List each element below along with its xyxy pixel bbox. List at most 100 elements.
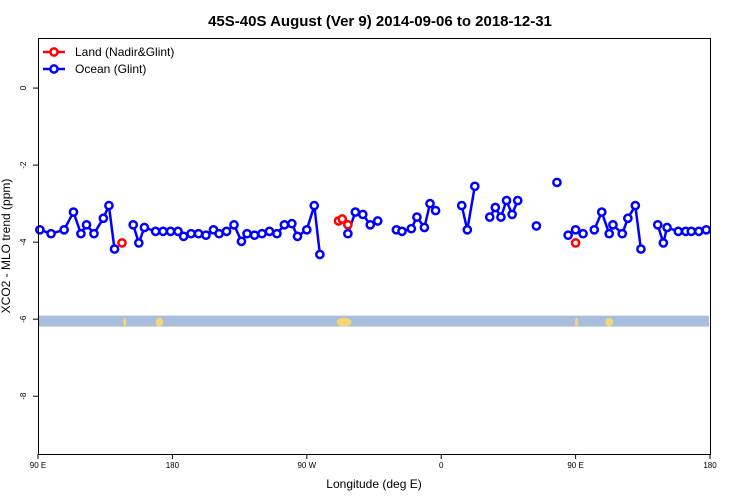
- land-patch: [155, 317, 164, 327]
- data-point-2: [249, 230, 260, 241]
- land-ocean-bar: [39, 315, 709, 327]
- data-point-2: [109, 244, 120, 254]
- data-point-1: [337, 214, 348, 224]
- series-points: [35, 177, 712, 260]
- data-point-2: [512, 195, 523, 206]
- x-tick-label: 90 E: [30, 461, 46, 470]
- data-point-2: [214, 228, 224, 239]
- data-point-2: [272, 228, 282, 239]
- series-line-2: [39, 204, 116, 250]
- data-point-2: [456, 200, 467, 211]
- data-point-2: [158, 226, 168, 237]
- data-point-2: [419, 222, 430, 233]
- data-point-2: [104, 200, 114, 211]
- data-point-2: [430, 205, 441, 216]
- data-point-1: [343, 219, 353, 230]
- x-axis: 90 E 180 90 W 0 90 E 180: [30, 454, 717, 470]
- y-tick-label: -4: [19, 238, 28, 246]
- x-tick-label: 0: [439, 461, 444, 470]
- data-point-2: [589, 224, 600, 235]
- data-point-2: [469, 181, 480, 192]
- data-point-2: [315, 249, 325, 260]
- data-point-2: [693, 226, 704, 237]
- data-point-2: [229, 219, 239, 230]
- data-point-2: [357, 209, 368, 220]
- data-point-2: [242, 228, 252, 239]
- data-point-2: [150, 226, 161, 237]
- legend-label-1: Land (Nadir&Glint): [75, 45, 174, 59]
- data-point-2: [425, 198, 435, 209]
- data-point-2: [496, 212, 506, 222]
- data-point-2: [397, 226, 407, 237]
- y-axis-label: XCO2 - MLO trend (ppm): [0, 179, 13, 314]
- data-point-2: [617, 228, 628, 239]
- data-point-2: [193, 228, 204, 239]
- chart-title: 45S-40S August (Ver 9) 2014-09-06 to 201…: [208, 13, 552, 30]
- data-point-2: [701, 224, 712, 235]
- data-point-2: [173, 226, 183, 237]
- data-point-2: [350, 207, 361, 217]
- data-point-1: [117, 238, 127, 248]
- data-point-2: [490, 202, 501, 213]
- y-axis: 0 -2 -4 -6 -8: [19, 85, 38, 400]
- data-point-2: [139, 222, 150, 233]
- data-point-2: [652, 219, 663, 230]
- data-point-2: [133, 238, 144, 248]
- data-point-2: [279, 219, 290, 230]
- x-tick-label: 90 E: [567, 461, 583, 470]
- data-point-2: [570, 224, 581, 235]
- data-point-2: [287, 218, 297, 229]
- x-tick-label: 90 W: [297, 461, 316, 470]
- x-tick-label: 180: [166, 461, 180, 470]
- data-point-2: [128, 219, 139, 230]
- data-point-2: [165, 226, 176, 237]
- data-point-2: [578, 228, 588, 239]
- data-point-2: [658, 238, 669, 248]
- data-point-2: [236, 236, 247, 247]
- data-point-2: [81, 219, 92, 230]
- x-tick-label: 180: [703, 461, 717, 470]
- data-point-2: [46, 228, 56, 239]
- data-point-2: [507, 209, 517, 220]
- data-point-2: [68, 207, 79, 217]
- data-point-1: [570, 238, 581, 248]
- data-point-2: [412, 212, 422, 222]
- data-point-2: [501, 195, 512, 206]
- data-point-2: [662, 222, 672, 233]
- x-axis-label: Longitude (deg E): [326, 477, 421, 491]
- data-point-2: [343, 228, 353, 239]
- data-point-2: [563, 230, 573, 241]
- data-point-2: [604, 228, 615, 239]
- data-point-2: [636, 244, 646, 254]
- ocean-band: [39, 315, 709, 327]
- data-point-2: [221, 226, 232, 237]
- data-point-2: [89, 228, 99, 239]
- y-tick-label: 0: [19, 85, 28, 90]
- land-patch: [336, 317, 352, 327]
- data-point-2: [35, 224, 45, 235]
- data-point-2: [372, 216, 383, 226]
- plot-frame: [38, 38, 711, 455]
- y-tick-label: -2: [19, 161, 28, 169]
- data-point-2: [673, 226, 684, 237]
- data-point-2: [292, 231, 303, 242]
- data-point-2: [608, 219, 618, 230]
- land-patch: [605, 317, 613, 327]
- data-point-2: [76, 228, 86, 239]
- data-point-2: [257, 228, 267, 239]
- data-point-2: [686, 226, 697, 237]
- y-tick-label: -8: [19, 392, 28, 400]
- data-point-2: [484, 212, 495, 222]
- data-point-2: [365, 219, 376, 230]
- data-point-2: [98, 213, 109, 224]
- data-point-2: [552, 177, 562, 188]
- y-tick-label: -6: [19, 315, 28, 323]
- data-point-2: [309, 200, 320, 211]
- legend-label-2: Ocean (Glint): [75, 62, 146, 76]
- data-point-2: [406, 223, 417, 234]
- data-point-2: [596, 207, 607, 217]
- data-point-2: [301, 224, 312, 235]
- legend: Land (Nadir&Glint) Ocean (Glint): [43, 45, 174, 76]
